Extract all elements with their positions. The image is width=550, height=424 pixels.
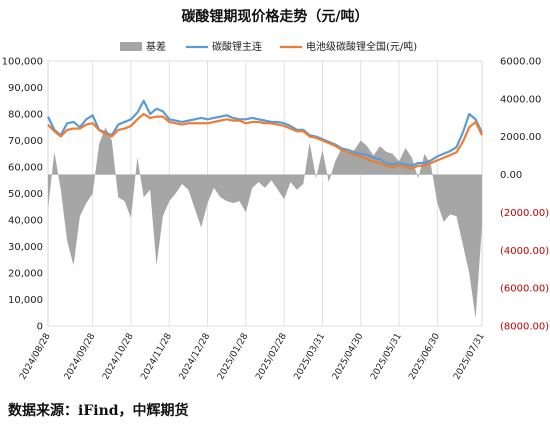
left-tick-label: 30,000 <box>8 242 43 253</box>
left-tick-label: 90,000 <box>8 83 43 94</box>
left-axis: 0 10,000 20,000 30,000 40,000 50,000 60,000 70,… <box>2 57 43 333</box>
right-axis: 6000.00 4000.00 2000.00 0.00 (2000.00) (4000.… <box>500 57 549 333</box>
left-tick-label: 10,000 <box>8 295 43 306</box>
x-tick-label: 2024/08/28 <box>18 332 53 382</box>
right-tick-label: 2000.00 <box>500 132 541 143</box>
chart-title: 碳酸锂期现价格走势（元/吨） <box>181 9 369 25</box>
right-tick-label: (2000.00) <box>500 208 549 219</box>
basis-area <box>48 127 482 319</box>
right-tick-label: (6000.00) <box>500 284 549 295</box>
left-tick-label: 50,000 <box>8 189 43 200</box>
x-axis: 2024/08/28 2024/09/28 2024/10/28 2024/11/28… <box>18 332 487 382</box>
right-tick-label: 4000.00 <box>500 94 541 105</box>
x-tick-label: 2024/12/28 <box>178 332 213 382</box>
x-tick-label: 2024/09/28 <box>63 332 98 382</box>
right-tick-label: (8000.00) <box>500 322 549 333</box>
left-tick-label: 60,000 <box>8 163 43 174</box>
x-tick-label: 2025/02/28 <box>254 332 289 382</box>
x-tick-label: 2025/03/31 <box>293 332 328 382</box>
x-tick-label: 2025/07/31 <box>452 332 487 382</box>
legend-swatch-basis <box>120 42 142 51</box>
futures-line <box>47 99 483 167</box>
right-tick-label: (4000.00) <box>500 246 549 257</box>
legend-label-futures: 碳酸锂主连 <box>212 40 262 53</box>
plot-area <box>47 60 483 327</box>
x-tick-label: 2025/01/28 <box>216 332 251 382</box>
left-tick-label: 40,000 <box>8 216 43 227</box>
left-tick-label: 80,000 <box>8 110 43 121</box>
left-tick-label: 20,000 <box>8 269 43 280</box>
right-tick-label: 0.00 <box>500 170 522 181</box>
right-tick-label: 6000.00 <box>500 57 541 68</box>
source-note: 数据来源：iFind，中辉期货 <box>8 403 189 419</box>
basis-area-series <box>48 127 482 319</box>
price-lines <box>47 99 483 170</box>
x-tick-label: 2024/10/28 <box>101 332 136 382</box>
legend: 基差 碳酸锂主连 电池级碳酸锂全国(元/吨) <box>120 40 417 53</box>
legend-label-spot: 电池级碳酸锂全国(元/吨) <box>306 40 417 53</box>
x-tick-label: 2025/06/30 <box>407 332 442 382</box>
x-tick-label: 2024/11/28 <box>139 332 174 382</box>
left-tick-label: 100,000 <box>2 57 43 68</box>
left-tick-label: 0 <box>37 322 43 333</box>
x-tick-label: 2025/04/30 <box>331 332 366 382</box>
spot-line <box>47 112 483 170</box>
x-tick-label: 2025/05/31 <box>369 332 404 382</box>
legend-label-basis: 基差 <box>146 40 166 53</box>
left-tick-label: 70,000 <box>8 136 43 147</box>
